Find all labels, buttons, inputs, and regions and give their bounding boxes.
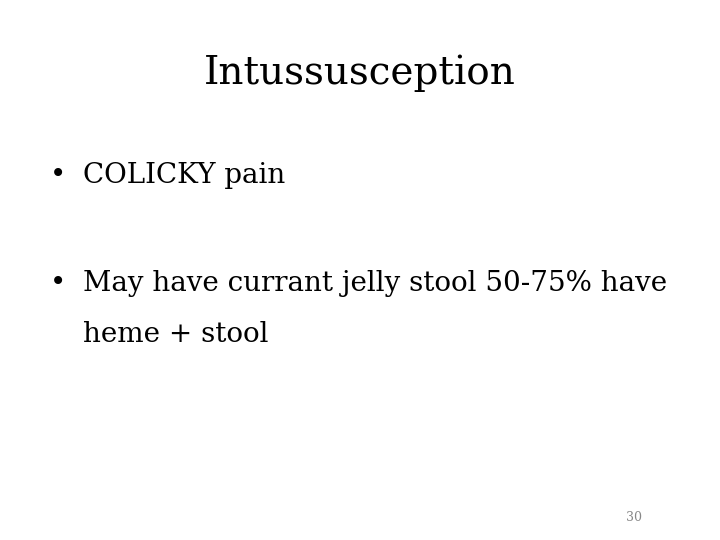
- Text: COLICKY pain: COLICKY pain: [83, 162, 285, 189]
- Text: May have currant jelly stool 50-75% have: May have currant jelly stool 50-75% have: [83, 270, 667, 297]
- Text: •: •: [50, 270, 66, 297]
- Text: Intussusception: Intussusception: [204, 54, 516, 91]
- Text: 30: 30: [626, 511, 642, 524]
- Text: •: •: [50, 162, 66, 189]
- Text: heme + stool: heme + stool: [83, 321, 269, 348]
